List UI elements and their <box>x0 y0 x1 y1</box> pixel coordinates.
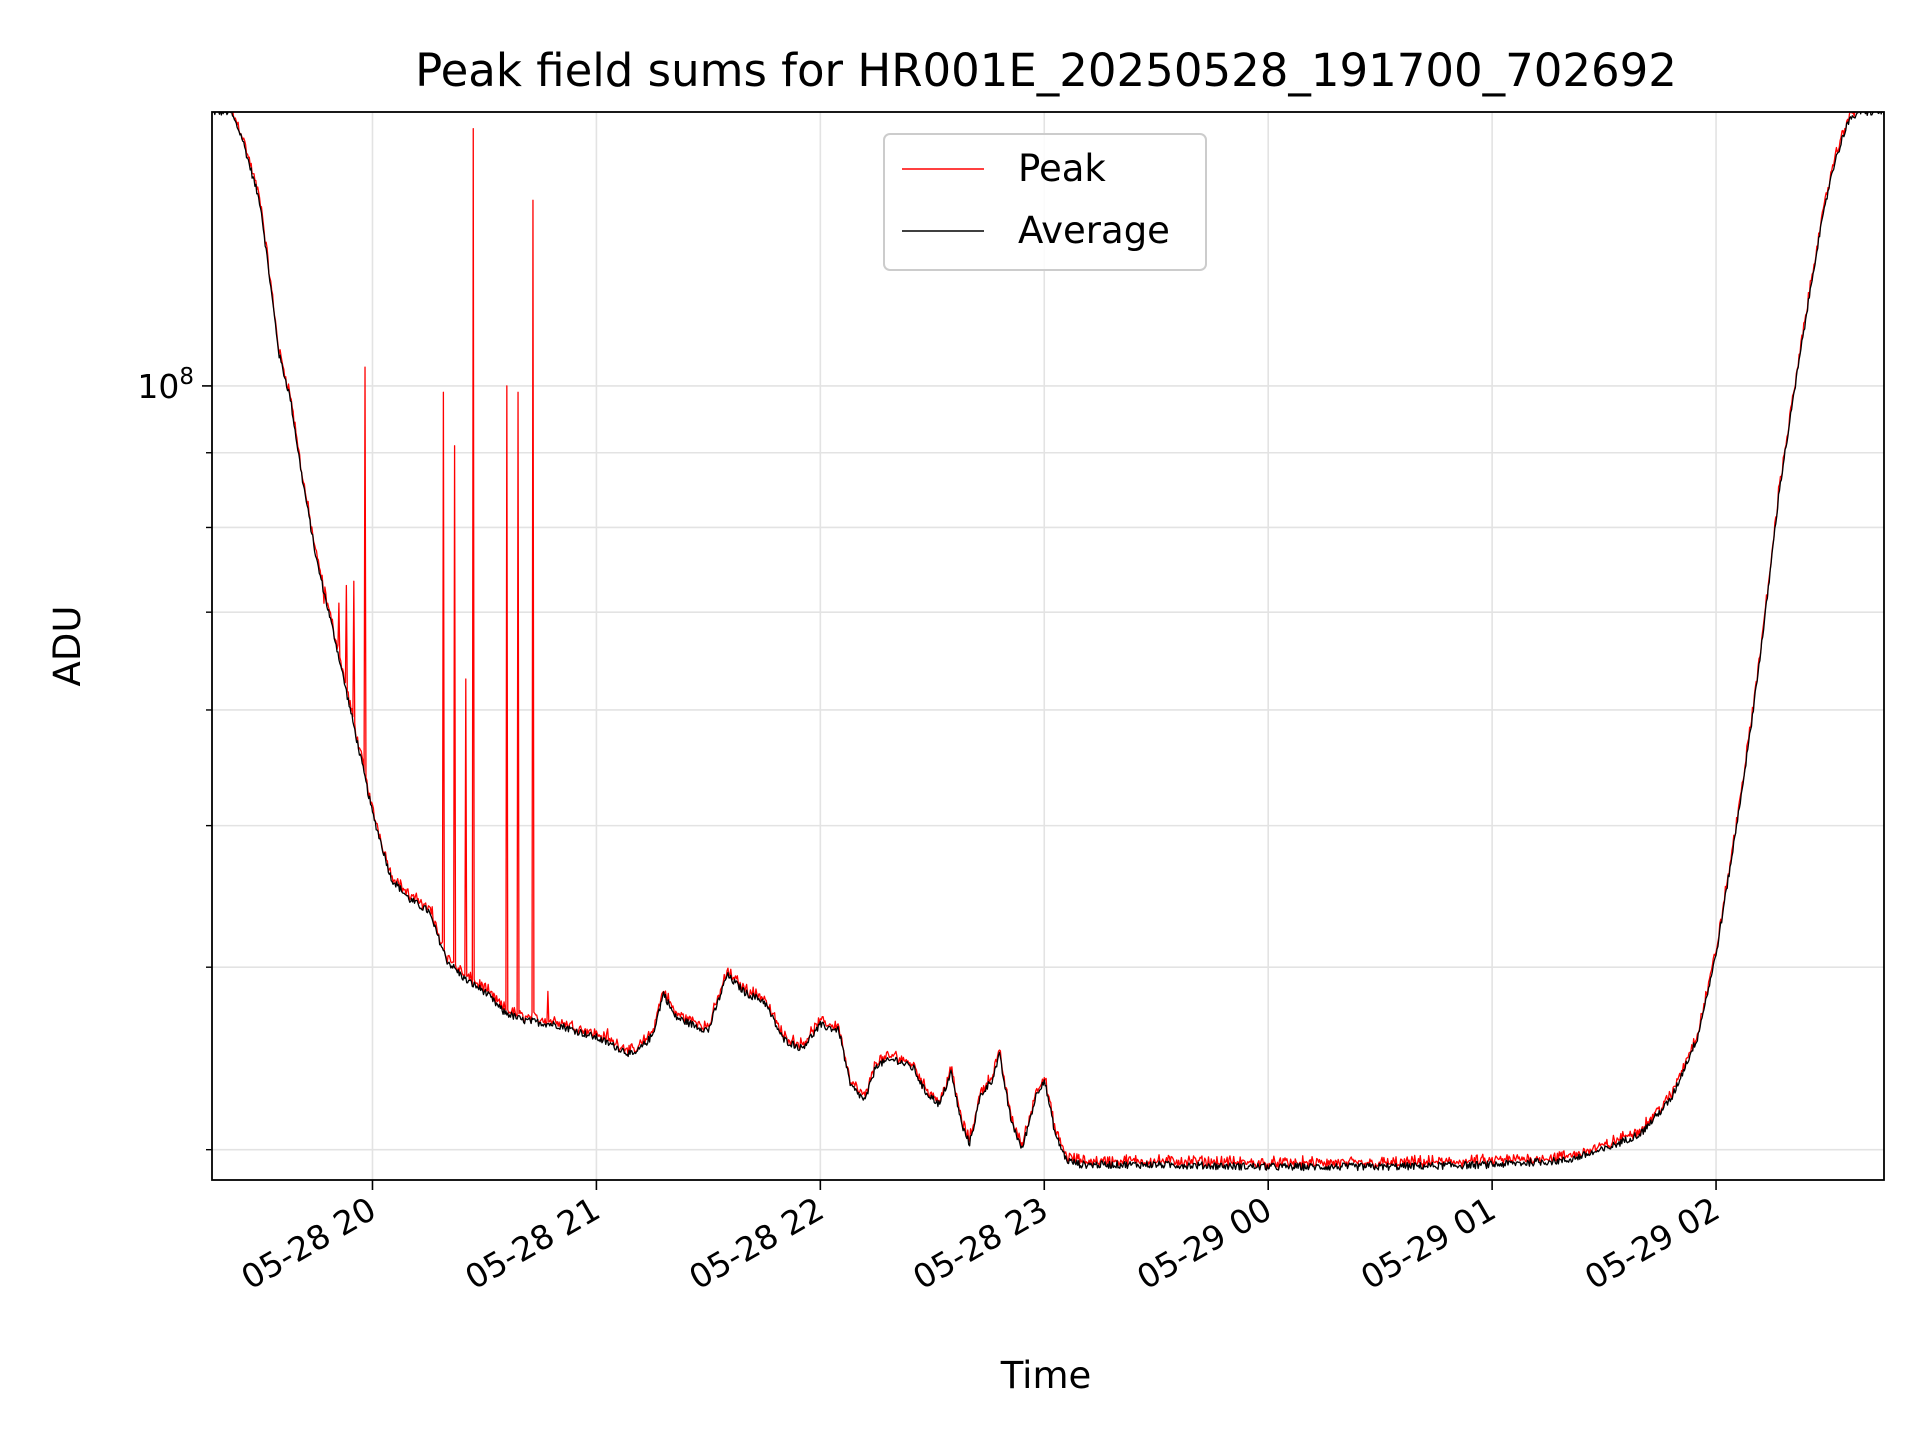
legend-box <box>883 133 1207 271</box>
series-line-peak <box>221 112 1884 1171</box>
y-axis-ticks: 108 <box>137 364 212 1151</box>
legend: Peak Average <box>883 133 1207 271</box>
series-line-average <box>213 112 1884 1172</box>
plot-frame <box>211 111 1885 1181</box>
legend-peak-label: Peak <box>1018 147 1106 190</box>
chart-title: Peak field sums for HR001E_20250528_1917… <box>415 44 1677 97</box>
x-axis-label: Time <box>1000 1354 1092 1397</box>
plot-lines <box>213 112 1884 1172</box>
y-tick-label: 108 <box>137 364 194 406</box>
grid <box>212 112 1884 1180</box>
legend-average-label: Average <box>1018 209 1170 252</box>
y-axis-label: ADU <box>46 606 89 687</box>
